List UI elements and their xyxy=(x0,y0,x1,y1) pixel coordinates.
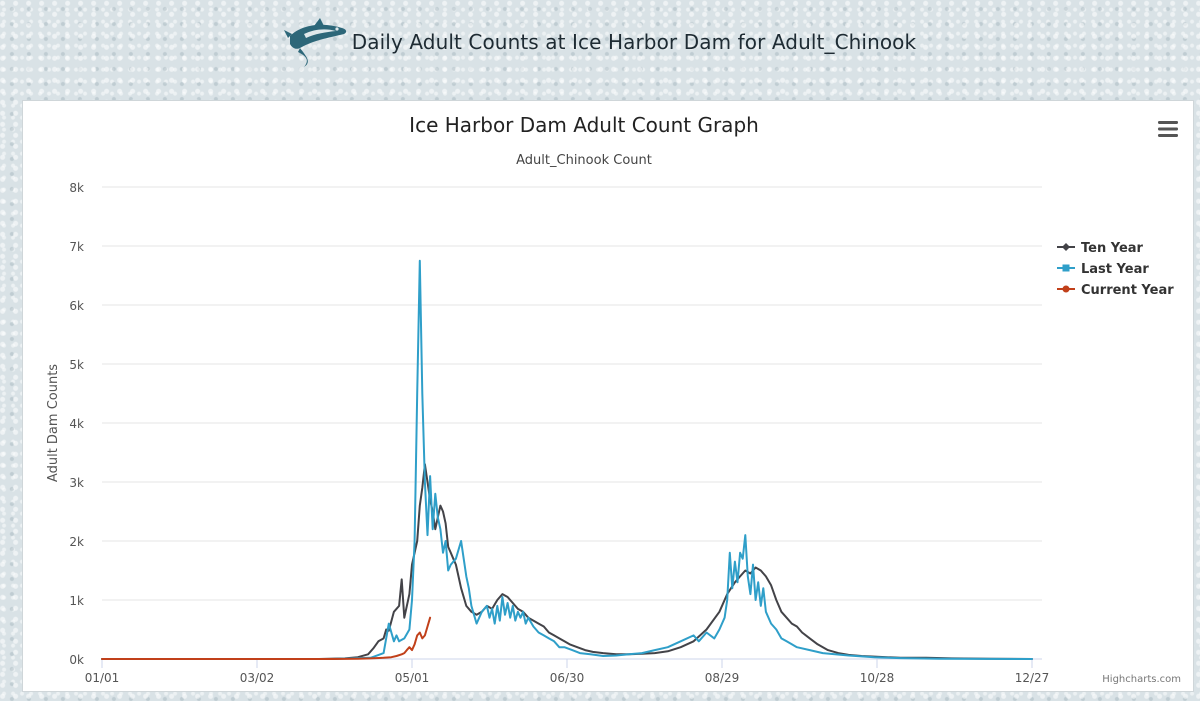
x-tick-label: 10/28 xyxy=(860,671,895,685)
series-line-last-year[interactable] xyxy=(101,259,1033,660)
x-tick-label: 05/01 xyxy=(395,671,430,685)
legend-marker xyxy=(1062,264,1070,272)
y-tick-label: 4k xyxy=(69,417,84,431)
legend-label: Ten Year xyxy=(1081,241,1144,256)
x-tick-label: 06/30 xyxy=(550,671,585,685)
salmon-fish-icon xyxy=(283,18,346,67)
chart-title: Ice Harbor Dam Adult Count Graph xyxy=(409,113,759,137)
y-tick-label: 2k xyxy=(69,535,84,549)
page-header: Daily Adult Counts at Ice Harbor Dam for… xyxy=(0,0,1200,84)
grid-lines xyxy=(102,186,1042,660)
legend-item-ten-year[interactable]: Ten Year xyxy=(1057,241,1144,256)
y-tick-label: 5k xyxy=(69,358,84,372)
x-tick-label: 12/27 xyxy=(1015,671,1050,685)
series-line-current-year[interactable] xyxy=(101,616,432,660)
legend-label: Last Year xyxy=(1081,262,1149,277)
page-title: Daily Adult Counts at Ice Harbor Dam for… xyxy=(351,30,917,54)
legend-item-current-year[interactable]: Current Year xyxy=(1057,283,1174,298)
y-tick-label: 3k xyxy=(69,476,84,490)
y-tick-label: 8k xyxy=(69,181,84,195)
hamburger-menu-icon[interactable] xyxy=(1156,118,1180,140)
y-tick-label: 1k xyxy=(69,594,84,608)
series-line-ten-year[interactable] xyxy=(101,463,1033,660)
y-tick-label: 0k xyxy=(69,653,84,667)
credits-link[interactable]: Highcharts.com xyxy=(1102,674,1181,685)
y-tick-label: 6k xyxy=(69,299,84,313)
x-tick-label: 08/29 xyxy=(705,671,740,685)
series-lines xyxy=(101,259,1033,660)
legend-marker xyxy=(1062,243,1070,251)
x-tick-label: 03/02 xyxy=(240,671,275,685)
x-tick-label: 01/01 xyxy=(85,671,120,685)
chart-card xyxy=(22,100,1194,692)
legend-marker xyxy=(1062,285,1070,293)
x-axis: 01/01 03/02 05/01 06/30 08/29 10/28 12/27 xyxy=(85,659,1050,685)
legend: Ten Year Last Year Current Year xyxy=(1057,241,1174,298)
legend-label: Current Year xyxy=(1081,283,1174,298)
legend-item-last-year[interactable]: Last Year xyxy=(1057,262,1149,277)
y-axis-title: Adult Dam Counts xyxy=(46,364,61,482)
y-tick-label: 7k xyxy=(69,240,84,254)
chart-subtitle: Adult_Chinook Count xyxy=(516,153,652,168)
y-axis-labels: 0k 1k 2k 3k 4k 5k 6k 7k 8k xyxy=(69,181,84,667)
